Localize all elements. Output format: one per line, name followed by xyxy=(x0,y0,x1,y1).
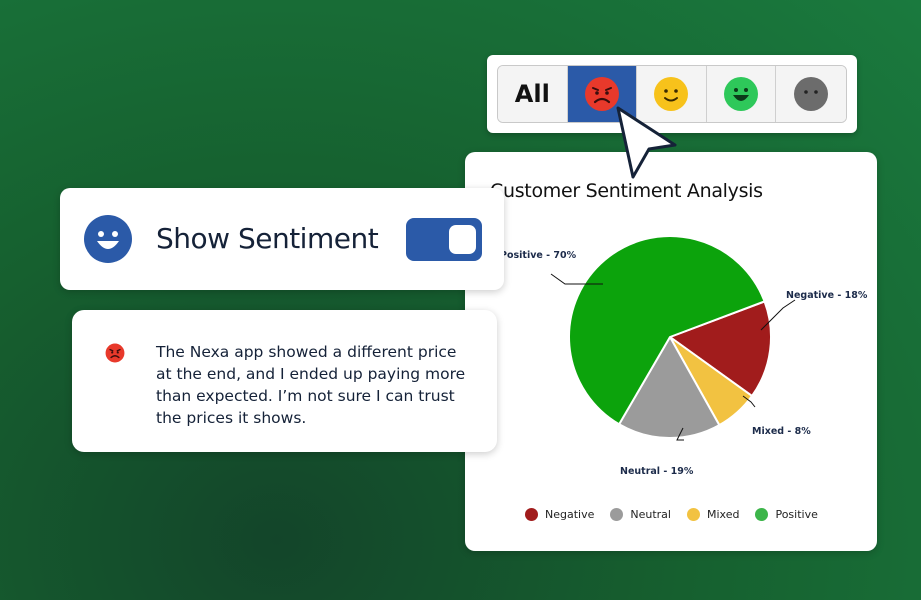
pie-slice-negative xyxy=(667,300,772,398)
toggle-knob[interactable] xyxy=(449,225,476,254)
legend-swatch-mixed xyxy=(686,508,700,521)
legend-item-mixed: Mixed xyxy=(686,508,740,521)
legend-label-positive: Positive xyxy=(775,508,818,521)
sentiment-chart-card: Positive - 70% Negative - 18% Mixed - 8%… xyxy=(465,152,877,551)
legend-item-neutral: Neutral xyxy=(610,508,671,521)
callout-neutral xyxy=(676,427,684,441)
legend-label-neutral: Neutral xyxy=(630,508,671,521)
legend-item-negative: Negative xyxy=(525,508,594,521)
legend-swatch-positive xyxy=(755,508,769,521)
mouse-pointer-icon xyxy=(616,106,677,179)
legend-item-positive: Positive xyxy=(755,508,818,521)
neutral-face-icon xyxy=(794,77,829,111)
pie-chart: Positive - 70% Negative - 18% Mixed - 8%… xyxy=(500,235,868,477)
data-label-positive: Positive - 70% xyxy=(500,250,577,261)
filter-all-button[interactable]: All xyxy=(498,66,568,122)
review-text: The Nexa app showed a different price at… xyxy=(156,343,466,427)
callout-mixed xyxy=(742,395,756,408)
legend-label-negative: Negative xyxy=(545,508,595,521)
smiley-icon xyxy=(84,215,132,263)
legend-label-mixed: Mixed xyxy=(706,508,740,521)
legend-swatch-negative xyxy=(525,508,538,521)
angry-face-icon xyxy=(584,77,619,111)
grin-face-icon xyxy=(724,77,759,111)
show-sentiment-toggle[interactable] xyxy=(406,218,482,261)
chart-title: Customer Sentiment Analysis xyxy=(490,180,763,202)
data-label-neutral: Neutral - 19% xyxy=(620,466,694,477)
callout-positive xyxy=(550,273,603,285)
data-label-negative: Negative - 18% xyxy=(786,290,868,301)
chart-legend: Negative Neutral Mixed Positive xyxy=(525,508,818,521)
filter-positive-button[interactable] xyxy=(706,66,777,122)
show-sentiment-card: Show Sentiment xyxy=(60,188,504,290)
pie-slice-positive xyxy=(568,235,766,426)
data-label-mixed: Mixed - 8% xyxy=(752,426,811,437)
review-card: The Nexa app showed a different price at… xyxy=(72,310,497,452)
pie-slice-neutral xyxy=(617,334,721,439)
legend-swatch-neutral xyxy=(610,508,624,521)
callout-negative xyxy=(760,299,796,331)
show-sentiment-label: Show Sentiment xyxy=(156,222,379,255)
filter-all-label: All xyxy=(514,80,550,108)
filter-mixed-button[interactable] xyxy=(637,66,707,122)
angry-face-icon xyxy=(105,343,125,363)
smile-face-icon xyxy=(654,77,689,111)
filter-neutral-button[interactable] xyxy=(776,66,846,122)
